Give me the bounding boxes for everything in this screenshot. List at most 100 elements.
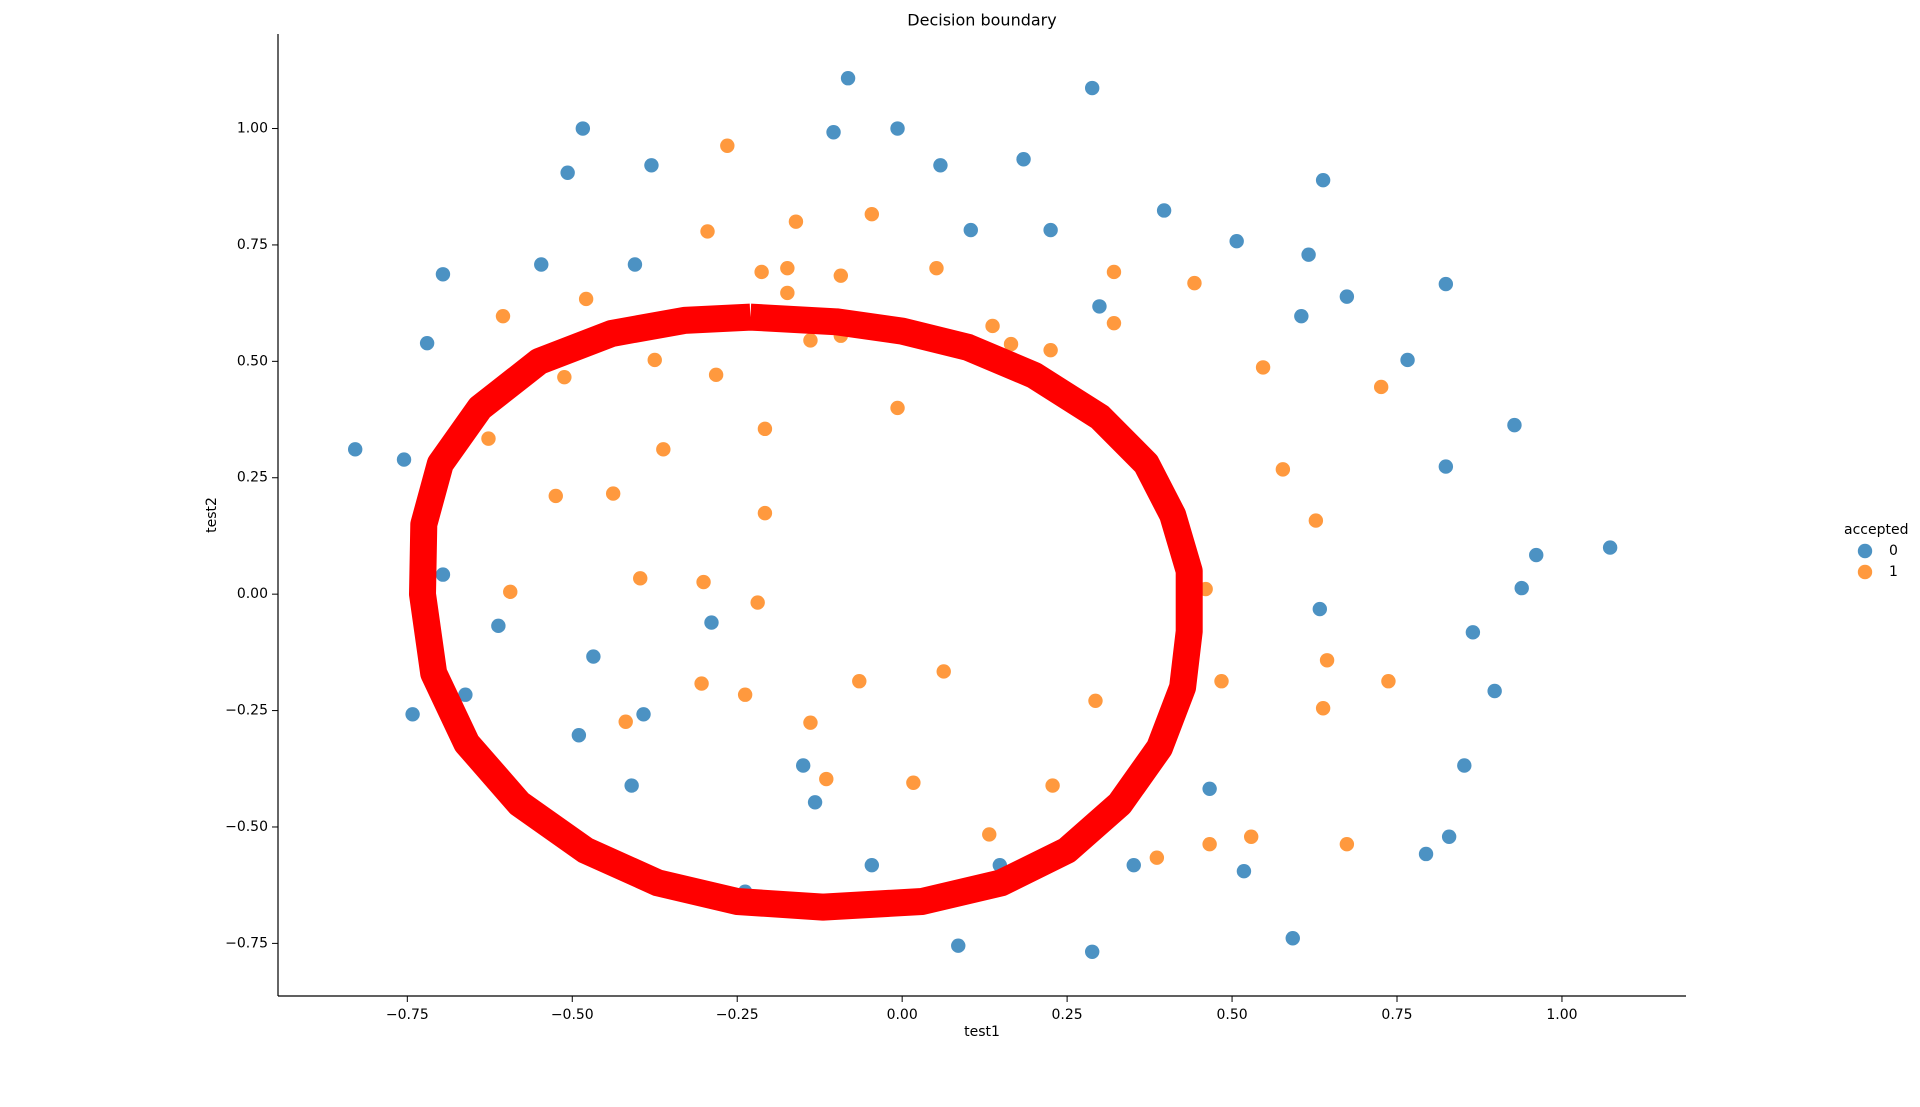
- scatter-point: [1126, 857, 1141, 873]
- scatter-point: [1084, 944, 1100, 959]
- y-tick-label: −0.75: [225, 935, 268, 951]
- scatter-point: [852, 674, 867, 689]
- scatter-point: [1255, 360, 1271, 375]
- scatter-point: [605, 486, 621, 501]
- x-axis-label: test1: [964, 1024, 1000, 1040]
- legend-marker: [1857, 543, 1873, 559]
- scatter-point: [1339, 837, 1355, 852]
- scatter-point: [890, 121, 905, 136]
- y-tick-label: 0.75: [237, 237, 268, 253]
- scatter-point: [624, 778, 639, 793]
- scatter-point: [1106, 264, 1122, 280]
- scatter-point: [636, 707, 651, 722]
- scatter-point: [1301, 247, 1316, 262]
- scatter-point: [864, 857, 880, 873]
- scatter-point: [803, 715, 818, 730]
- scatter-point: [435, 567, 451, 582]
- scatter-point: [1373, 379, 1389, 395]
- scatter-point: [1236, 864, 1252, 879]
- scatter-point: [1243, 829, 1259, 844]
- x-tick-label: 0.00: [887, 1007, 918, 1023]
- legend-title: accepted: [1844, 522, 1908, 538]
- decision-boundary: [409, 303, 1203, 921]
- y-tick-label: −0.25: [225, 703, 268, 719]
- scatter-point: [575, 121, 591, 136]
- scatter-point: [1294, 308, 1309, 324]
- scatter-point: [807, 795, 823, 810]
- scatter-point: [1507, 417, 1522, 433]
- scatter-point: [1214, 674, 1229, 689]
- scatter-point: [1418, 846, 1434, 862]
- y-axis-label: test2: [204, 497, 220, 533]
- scatter-point: [754, 264, 769, 280]
- scatter-point: [1045, 778, 1060, 793]
- scatter-point: [578, 291, 594, 307]
- scatter-point: [1202, 781, 1217, 796]
- scatter-point: [633, 571, 648, 586]
- scatter-point: [1308, 513, 1324, 528]
- scatter-point: [1529, 547, 1544, 563]
- scatter-point: [757, 505, 773, 521]
- scatter-point: [788, 214, 804, 229]
- scatter-point: [1602, 540, 1618, 555]
- scatter-point: [1106, 315, 1122, 331]
- scatter-point: [780, 285, 795, 301]
- scatter-point: [656, 442, 671, 457]
- scatter-point: [700, 224, 715, 239]
- x-tick-label: −0.50: [551, 1007, 594, 1023]
- scatter-point: [906, 775, 921, 790]
- scatter-point: [1016, 152, 1031, 167]
- scatter-point: [819, 771, 834, 787]
- scatter-point: [1156, 203, 1172, 218]
- scatter-point: [696, 574, 711, 590]
- scatter-point: [1315, 701, 1331, 716]
- scatter-point: [890, 400, 905, 416]
- scatter-point: [435, 267, 451, 282]
- scatter-point: [1043, 222, 1058, 238]
- scatter-point: [1229, 234, 1244, 249]
- scatter-point: [503, 584, 518, 600]
- scatter-point: [586, 649, 601, 664]
- scatter-point: [737, 687, 753, 702]
- scatter-point: [548, 488, 563, 504]
- scatter-point: [627, 257, 643, 272]
- scatter-point: [720, 138, 735, 153]
- legend-label: 1: [1889, 564, 1898, 580]
- scatter-point: [1043, 342, 1058, 358]
- scatter-point: [795, 758, 811, 773]
- scatter-point: [833, 268, 849, 283]
- scatter-point: [1339, 289, 1355, 304]
- scatter-point: [1438, 459, 1454, 474]
- scatter-point: [1149, 850, 1165, 865]
- scatter-point: [1319, 653, 1335, 668]
- scatter-point: [405, 707, 420, 722]
- scatter-point: [1084, 80, 1100, 96]
- scatter-point: [557, 369, 572, 385]
- scatter-point: [1003, 336, 1019, 352]
- scatter-point: [840, 71, 856, 86]
- scatter-point: [1202, 837, 1217, 852]
- scatter-point: [704, 615, 719, 630]
- scatter-point: [951, 938, 966, 953]
- scatter-point: [803, 333, 818, 348]
- y-tick-label: −0.50: [225, 819, 268, 835]
- scatter-point: [1285, 931, 1300, 946]
- scatter-point: [929, 261, 944, 276]
- scatter-point: [560, 165, 575, 180]
- scatter-point: [936, 664, 951, 679]
- scatter-point: [1465, 625, 1481, 640]
- scatter-point: [347, 442, 363, 457]
- legend-marker: [1857, 564, 1873, 580]
- scatter-point: [1438, 276, 1454, 292]
- scatter-point: [618, 714, 633, 729]
- scatter-point: [1275, 462, 1291, 477]
- scatter-point: [1487, 683, 1502, 699]
- scatter-point: [750, 595, 765, 610]
- scatter-point: [1514, 580, 1529, 596]
- scatter-point: [1381, 674, 1396, 689]
- y-tick-label: 0.00: [237, 586, 268, 602]
- scatter-point: [1457, 758, 1472, 773]
- y-tick-label: 0.25: [237, 470, 268, 486]
- scatter-point: [963, 222, 978, 238]
